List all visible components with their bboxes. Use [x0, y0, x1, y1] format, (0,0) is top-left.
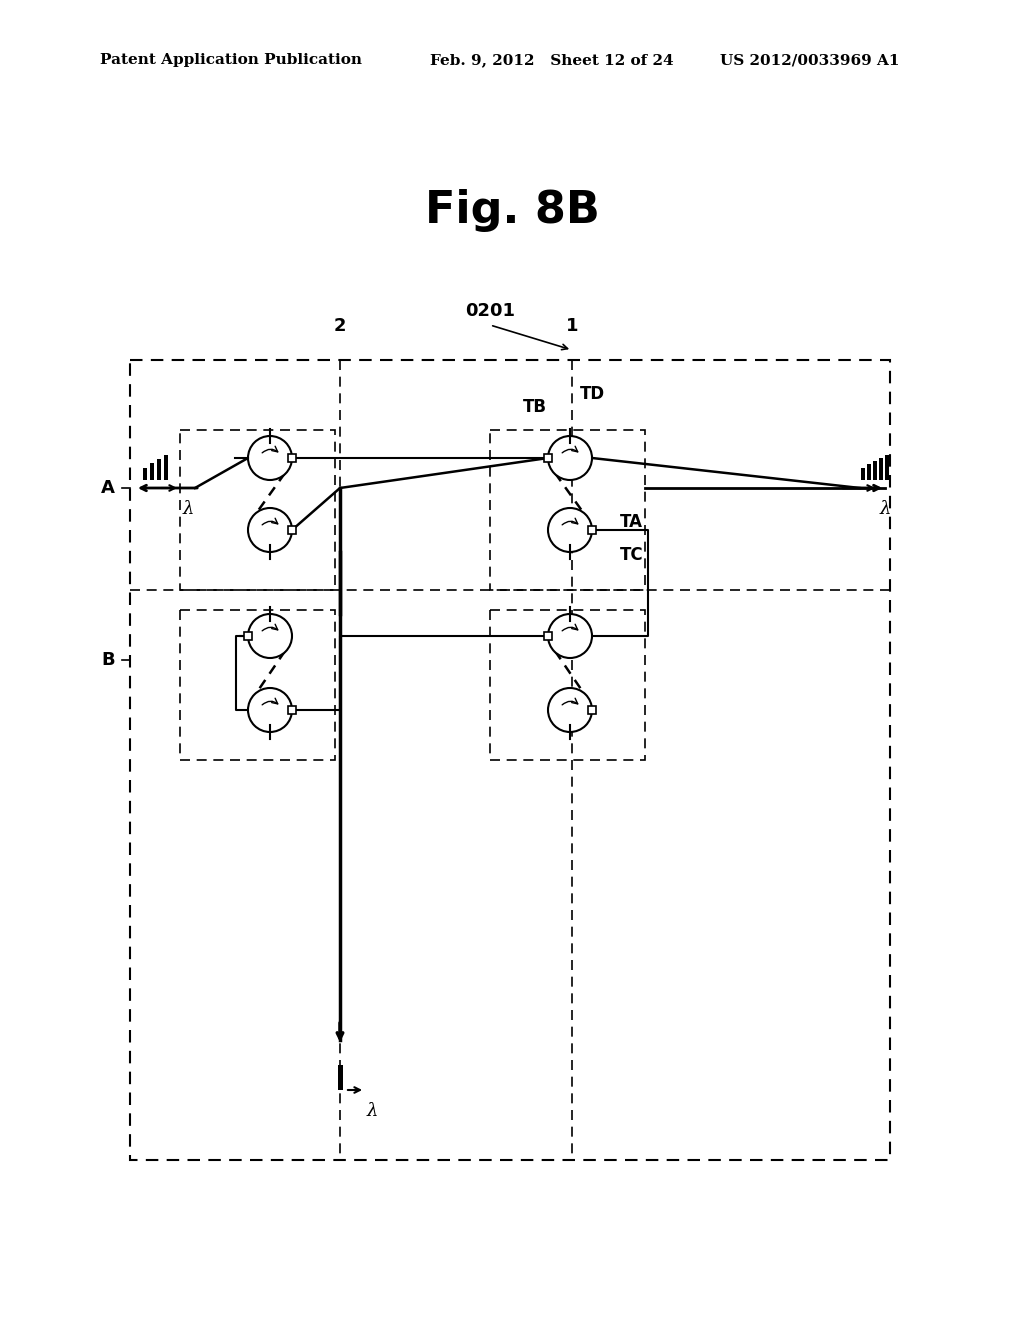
Circle shape — [548, 614, 592, 657]
Text: λ: λ — [183, 500, 195, 517]
Bar — [288, 454, 296, 462]
Bar — [544, 454, 552, 462]
Circle shape — [248, 614, 292, 657]
Circle shape — [548, 508, 592, 552]
Text: TD: TD — [580, 385, 605, 403]
Circle shape — [248, 508, 292, 552]
Text: Feb. 9, 2012   Sheet 12 of 24: Feb. 9, 2012 Sheet 12 of 24 — [430, 53, 674, 67]
Text: λ: λ — [880, 500, 891, 517]
Text: TA: TA — [620, 513, 643, 531]
Text: Patent Application Publication: Patent Application Publication — [100, 53, 362, 67]
Text: B: B — [101, 651, 115, 669]
Bar — [544, 632, 552, 640]
Text: TC: TC — [620, 546, 644, 564]
Bar — [164, 455, 168, 480]
Bar — [588, 525, 596, 535]
Bar — [244, 632, 252, 640]
Circle shape — [248, 688, 292, 733]
Bar — [288, 525, 296, 535]
Circle shape — [548, 688, 592, 733]
Bar — [142, 467, 146, 480]
Text: 1: 1 — [565, 317, 579, 335]
Text: TB: TB — [523, 399, 547, 416]
Circle shape — [548, 436, 592, 480]
Bar — [157, 459, 161, 480]
Text: 2: 2 — [334, 317, 346, 335]
Text: λ: λ — [367, 1102, 379, 1119]
Text: US 2012/0033969 A1: US 2012/0033969 A1 — [720, 53, 899, 67]
Text: 0201: 0201 — [465, 302, 515, 319]
Bar — [879, 458, 883, 480]
Text: Fig. 8B: Fig. 8B — [425, 189, 599, 231]
Bar — [885, 455, 889, 480]
Bar — [873, 461, 877, 480]
Bar — [150, 463, 154, 480]
Bar — [338, 1065, 342, 1090]
Circle shape — [248, 436, 292, 480]
Bar — [288, 706, 296, 714]
Bar — [588, 706, 596, 714]
Text: A: A — [101, 479, 115, 498]
Bar — [861, 467, 865, 480]
Bar — [867, 465, 871, 480]
